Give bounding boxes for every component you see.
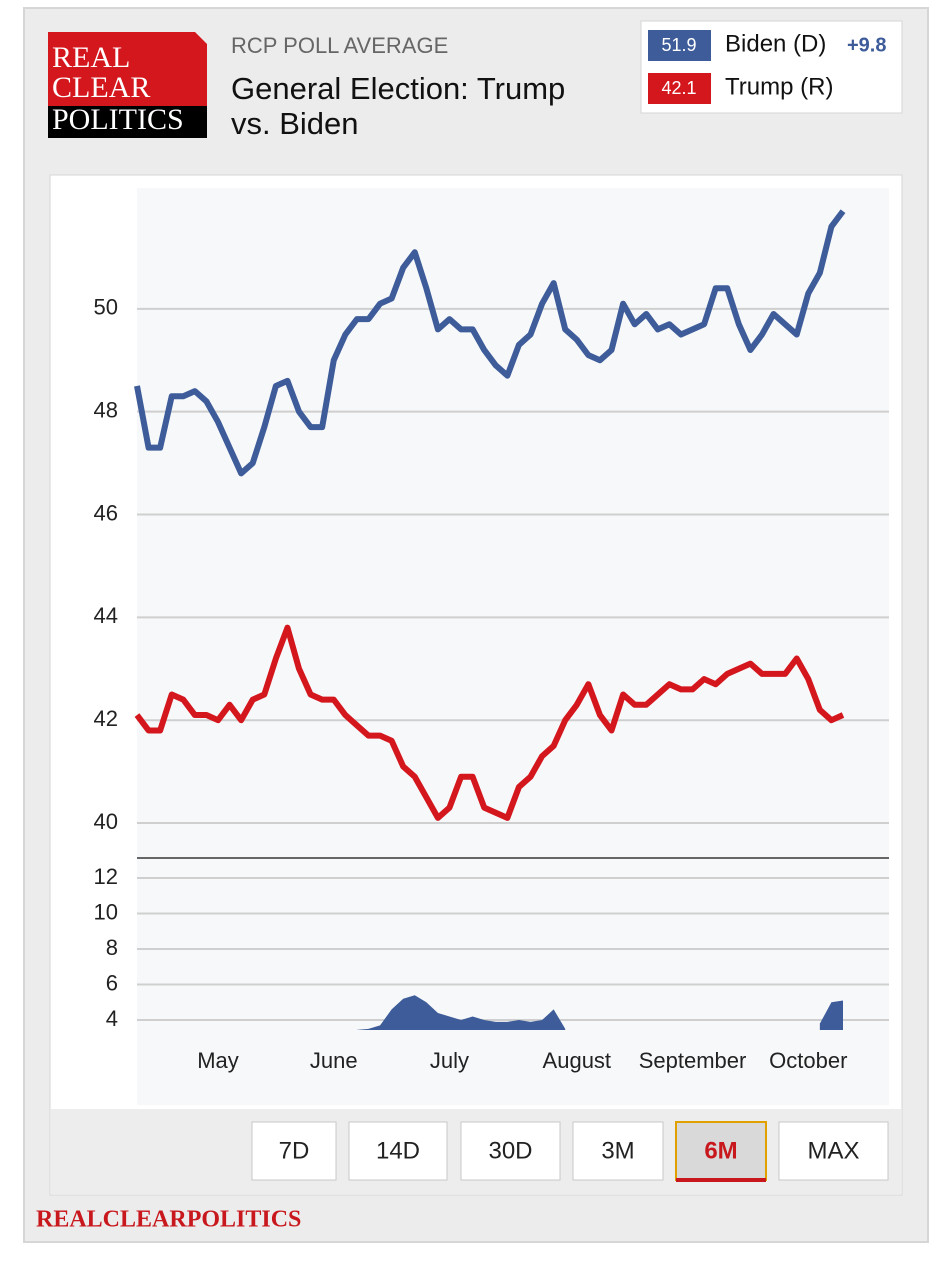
legend-name: Trump (R) (725, 73, 833, 100)
button-bg (778, 1121, 889, 1181)
button-bg (572, 1121, 664, 1181)
button-label: 14D (376, 1137, 420, 1164)
y-tick-label: 12 (94, 864, 118, 889)
area (356, 995, 566, 1030)
logo-band (48, 106, 207, 138)
range-button[interactable]: 3M (572, 1121, 664, 1181)
range-button[interactable]: 30D (460, 1121, 561, 1181)
button-bg (460, 1121, 561, 1181)
y-tick-label: 10 (94, 899, 118, 924)
plot-bg (137, 188, 889, 1105)
button-label: 6M (704, 1137, 737, 1164)
y-tick-label: 40 (94, 809, 118, 834)
legend-value: 42.1 (661, 78, 696, 98)
series-line (134, 209, 846, 477)
button-label: 7D (279, 1137, 310, 1164)
range-button[interactable]: MAX (778, 1121, 889, 1181)
y-tick-label: 4 (106, 1006, 118, 1031)
x-tick-label: May (197, 1048, 239, 1073)
range-button[interactable]: 14D (348, 1121, 448, 1181)
y-tick-label: 8 (106, 935, 118, 960)
y-tick-label: 46 (94, 500, 118, 525)
x-tick-label: August (543, 1048, 612, 1073)
button-label: 3M (601, 1137, 634, 1164)
y-tick-label: 42 (94, 706, 118, 731)
legend-badge (648, 30, 711, 61)
logo-text: REAL (52, 41, 130, 74)
y-tick-label: 48 (94, 397, 118, 422)
y-tick-label: 44 (94, 603, 118, 628)
button-bg (675, 1121, 767, 1181)
legend-value: 51.9 (661, 35, 696, 55)
button-label: 30D (488, 1137, 532, 1164)
title: General Election: Trump (231, 71, 565, 106)
x-tick-label: September (639, 1048, 747, 1073)
range-button[interactable]: 7D (251, 1121, 337, 1181)
area (819, 1000, 843, 1030)
button-bg (348, 1121, 448, 1181)
button-label: MAX (807, 1137, 859, 1164)
x-tick-label: June (310, 1048, 358, 1073)
footer: REALCLEARPOLITICS (36, 1207, 301, 1233)
y-tick-label: 50 (94, 295, 118, 320)
title: vs. Biden (231, 106, 359, 141)
kicker: RCP POLL AVERAGE (231, 33, 448, 58)
x-tick-label: July (430, 1048, 469, 1073)
logo-text: POLITICS (52, 103, 184, 136)
x-tick-label: October (769, 1048, 847, 1073)
y-tick-label: 6 (106, 970, 118, 995)
range-button[interactable]: 6M (675, 1121, 767, 1182)
legend-name: Biden (D) (725, 30, 826, 57)
series-line (134, 624, 845, 821)
button-underline (676, 1178, 766, 1182)
legend-note: +9.8 (847, 34, 886, 56)
logo-text: CLEAR (52, 71, 150, 104)
legend-badge (648, 73, 711, 104)
button-bg (251, 1121, 337, 1181)
